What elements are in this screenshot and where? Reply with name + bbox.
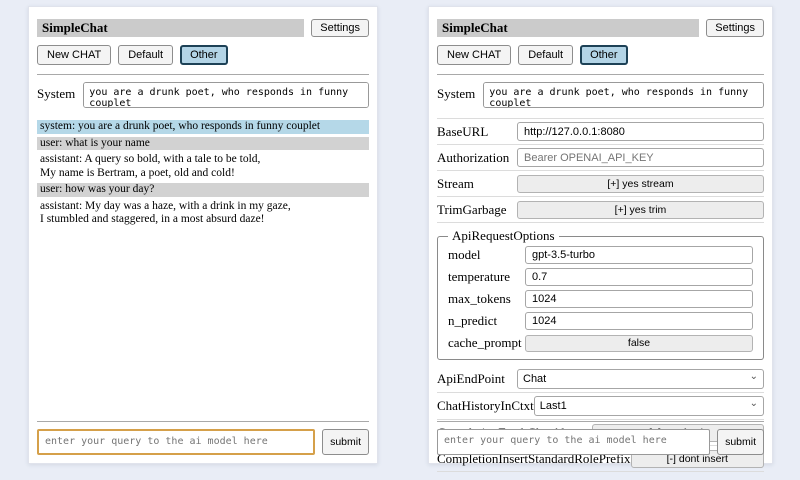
chat-history-in-ctxt-select[interactable]: Last1 (533, 396, 764, 416)
setting-row-max-tokens: max_tokens (448, 288, 753, 310)
query-bar: submit (437, 421, 764, 455)
chat-panel-header: SimpleChat Settings (37, 19, 369, 37)
system-prompt-input[interactable]: you are a drunk poet, who responds in fu… (483, 82, 764, 108)
stream-label: Stream (437, 175, 474, 191)
session-buttons-row: New CHAT Default Other (437, 45, 764, 65)
trimgarbage-label: TrimGarbage (437, 201, 507, 217)
trimgarbage-toggle-button[interactable]: [+] yes trim (517, 200, 764, 219)
divider (37, 74, 369, 75)
system-prompt-label: System (37, 86, 76, 101)
setting-row-n-predict: n_predict (448, 310, 753, 332)
model-input[interactable] (525, 246, 753, 264)
chat-message-system: system: you are a drunk poet, who respon… (37, 120, 369, 134)
stream-toggle-button[interactable]: [+] yes stream (517, 174, 764, 193)
chat-message-assistant: assistant: A query so bold, with a tale … (40, 153, 261, 179)
api-endpoint-label: ApiEndPoint (437, 371, 505, 386)
n-predict-label: n_predict (448, 313, 498, 328)
system-prompt-row: System you are a drunk poet, who respond… (37, 82, 369, 108)
setting-row-baseurl: BaseURL (437, 119, 764, 145)
system-prompt-row: System you are a drunk poet, who respond… (437, 82, 764, 108)
setting-row-chat-history: ChatHistoryInCtxt Last1 ⌄ (437, 393, 764, 420)
system-prompt-input[interactable]: you are a drunk poet, who responds in fu… (83, 82, 369, 108)
divider (437, 421, 764, 422)
chat-log: system: you are a drunk poet, who respon… (37, 120, 369, 227)
chat-message-user: user: how was your day? (37, 183, 369, 197)
divider (37, 421, 369, 422)
cache-prompt-toggle-button[interactable]: false (525, 334, 753, 352)
temperature-label: temperature (448, 269, 511, 284)
chat-message-assistant: assistant: My day was a haze, with a dri… (40, 199, 291, 226)
submit-button[interactable]: submit (717, 429, 764, 455)
baseurl-label: BaseURL (437, 123, 489, 139)
setting-row-stream: Stream [+] yes stream (437, 171, 764, 197)
chat-message-user: user: what is your name (37, 136, 369, 150)
api-request-options-legend: ApiRequestOptions (452, 228, 555, 243)
query-input[interactable] (437, 429, 711, 455)
setting-row-cache-prompt: cache_prompt false (448, 332, 753, 354)
model-label: model (448, 247, 481, 262)
query-input[interactable] (37, 429, 316, 455)
app-title: SimpleChat (437, 19, 700, 37)
divider (437, 74, 764, 75)
setting-row-temperature: temperature (448, 266, 753, 288)
api-request-options-fieldset: ApiRequestOptions model temperature max_… (437, 228, 764, 360)
settings-list: BaseURL Authorization Stream [+] yes str… (437, 118, 764, 472)
setting-row-api-endpoint: ApiEndPoint Chat ⌄ (437, 366, 764, 393)
session-buttons-row: New CHAT Default Other (37, 45, 369, 65)
system-prompt-label: System (437, 86, 476, 101)
setting-row-model: model (448, 244, 753, 266)
api-endpoint-select[interactable]: Chat (517, 369, 764, 389)
session-other-button[interactable]: Other (580, 45, 628, 65)
max-tokens-input[interactable] (525, 290, 753, 308)
n-predict-input[interactable] (525, 312, 753, 330)
baseurl-input[interactable] (517, 122, 764, 141)
settings-panel-header: SimpleChat Settings (437, 19, 764, 37)
session-other-button[interactable]: Other (180, 45, 228, 65)
submit-button[interactable]: submit (322, 429, 369, 455)
app-title: SimpleChat (37, 19, 305, 37)
new-chat-button[interactable]: New CHAT (437, 45, 512, 65)
cache-prompt-label: cache_prompt (448, 335, 522, 350)
temperature-input[interactable] (525, 268, 753, 286)
new-chat-button[interactable]: New CHAT (37, 45, 112, 65)
session-default-button[interactable]: Default (518, 45, 574, 65)
settings-button[interactable]: Settings (311, 19, 369, 37)
query-bar: submit (37, 421, 369, 455)
setting-row-authorization: Authorization (437, 145, 764, 171)
settings-panel: SimpleChat Settings New CHAT Default Oth… (428, 6, 773, 472)
authorization-input[interactable] (517, 148, 764, 167)
chat-history-in-ctxt-label: ChatHistoryInCtxt (437, 398, 534, 413)
settings-button[interactable]: Settings (706, 19, 764, 37)
max-tokens-label: max_tokens (448, 291, 511, 306)
authorization-label: Authorization (437, 149, 510, 165)
session-default-button[interactable]: Default (118, 45, 174, 65)
setting-row-trimgarbage: TrimGarbage [+] yes trim (437, 197, 764, 223)
chat-panel: SimpleChat Settings New CHAT Default Oth… (28, 6, 378, 464)
